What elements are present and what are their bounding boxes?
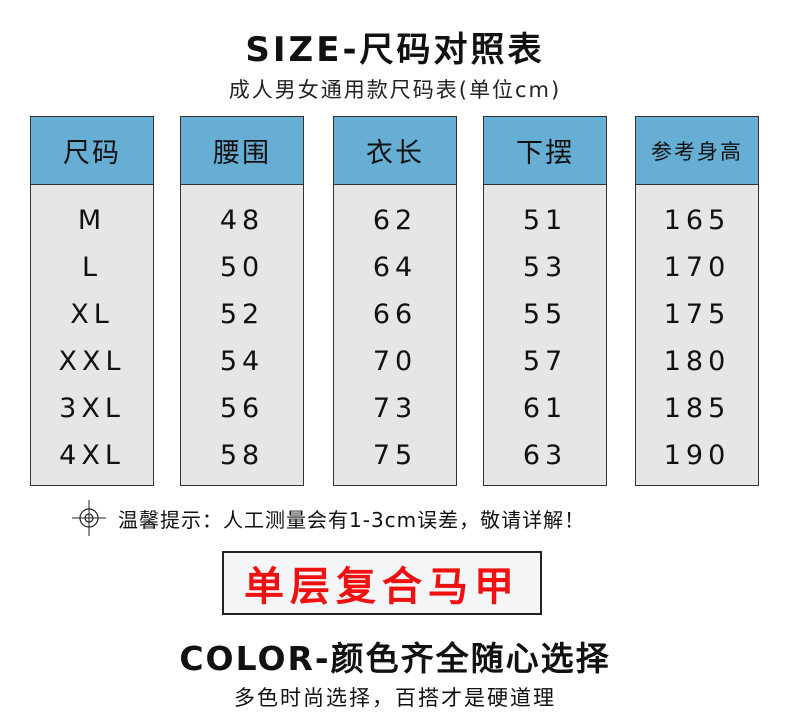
table-cell: 4XL bbox=[59, 440, 125, 471]
table-cell: 64 bbox=[372, 252, 418, 283]
table-cell: 165 bbox=[663, 205, 731, 236]
table-cell: 170 bbox=[663, 252, 731, 283]
table-cell: L bbox=[81, 252, 103, 283]
size-column: 尺码 M L XL XXL 3XL 4XL bbox=[30, 116, 154, 486]
color-subtitle: 多色时尚选择，百搭才是硬道理 bbox=[234, 686, 556, 710]
table-cell: 180 bbox=[663, 346, 731, 377]
table-cell: 56 bbox=[219, 393, 265, 424]
product-banner: 单层复合马甲 bbox=[222, 551, 542, 615]
table-cell: 3XL bbox=[59, 393, 125, 424]
table-cell: XL bbox=[70, 299, 114, 330]
crosshair-icon bbox=[72, 500, 106, 536]
table-cell: 57 bbox=[522, 346, 568, 377]
table-cell: 54 bbox=[219, 346, 265, 377]
table-cell: 53 bbox=[522, 252, 568, 283]
tip-text: 温馨提示：人工测量会有1-3cm误差，敬请详解！ bbox=[118, 507, 586, 532]
table-cell: 66 bbox=[372, 299, 418, 330]
size-column: 腰围 48 50 52 54 56 58 bbox=[180, 116, 304, 486]
size-column: 下摆 51 53 55 57 61 63 bbox=[483, 116, 607, 486]
table-cell: 61 bbox=[522, 393, 568, 424]
table-cell: 70 bbox=[372, 346, 418, 377]
table-cell: 190 bbox=[663, 440, 731, 471]
table-cell: 50 bbox=[219, 252, 265, 283]
column-header: 尺码 bbox=[31, 117, 153, 185]
size-column: 参考身高 165 170 175 180 185 190 bbox=[635, 116, 759, 486]
tip: 温馨提示：人工测量会有1-3cm误差，敬请详解！ bbox=[72, 498, 585, 538]
table-cell: 62 bbox=[372, 205, 418, 236]
table-cell: 52 bbox=[219, 299, 265, 330]
page-title: SIZE-尺码对照表 bbox=[245, 30, 545, 70]
table-cell: 63 bbox=[522, 440, 568, 471]
column-header: 下摆 bbox=[484, 117, 606, 185]
column-header: 衣长 bbox=[334, 117, 456, 185]
table-cell: 73 bbox=[372, 393, 418, 424]
table-cell: 55 bbox=[522, 299, 568, 330]
table-cell: 185 bbox=[663, 393, 731, 424]
table-cell: 48 bbox=[219, 205, 265, 236]
table-cell: M bbox=[77, 205, 107, 236]
page-subtitle: 成人男女通用款尺码表(单位cm) bbox=[228, 78, 562, 102]
table-cell: 58 bbox=[219, 440, 265, 471]
size-column: 衣长 62 64 66 70 73 75 bbox=[333, 116, 457, 486]
table-cell: 75 bbox=[372, 440, 418, 471]
table-cell: 51 bbox=[522, 205, 568, 236]
table-cell: 175 bbox=[663, 299, 731, 330]
column-header: 参考身高 bbox=[636, 117, 758, 185]
color-title: COLOR-颜色齐全随心选择 bbox=[179, 639, 611, 678]
table-cell: XXL bbox=[58, 346, 126, 377]
column-header: 腰围 bbox=[181, 117, 303, 185]
